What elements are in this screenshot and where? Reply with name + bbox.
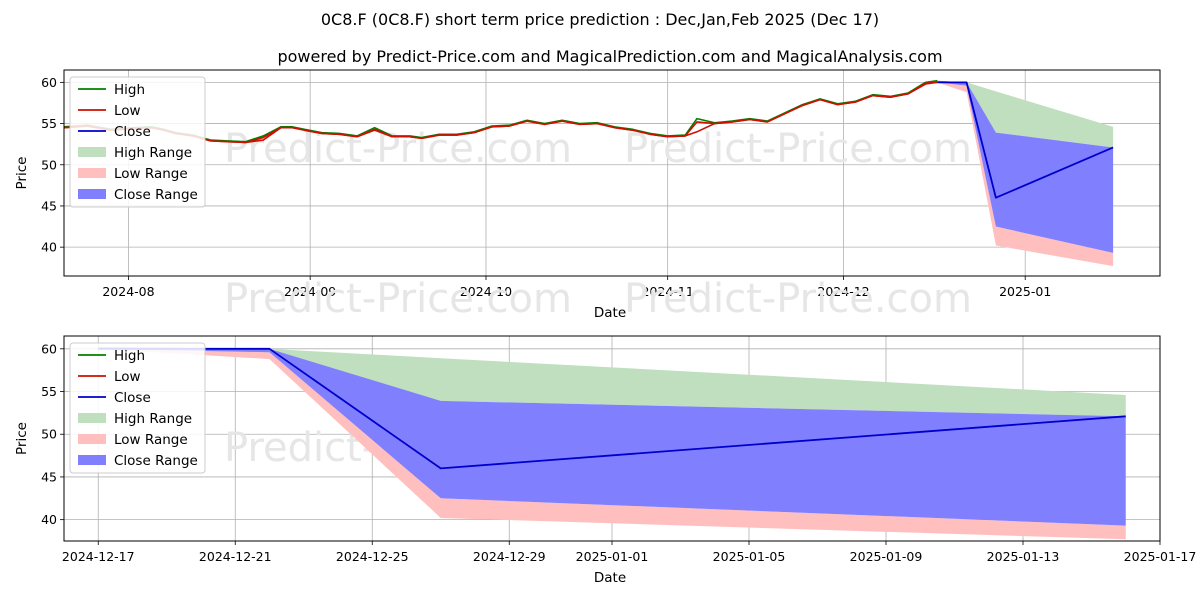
x-tick-label: 2024-12-21	[199, 549, 272, 564]
high-range-band	[98, 347, 1126, 417]
y-tick-label: 50	[41, 427, 57, 442]
x-axis-label: Date	[594, 305, 626, 321]
legend-swatch-low-range	[78, 168, 106, 178]
legend-swatch-close-range	[78, 455, 106, 465]
y-tick-label: 60	[41, 341, 57, 356]
top-panel: 2024-08 2024-09 2024-10 2024-11 2024-12 2025-…	[14, 69, 1161, 322]
high-range-band	[937, 80, 1114, 148]
legend-label-low: Low	[114, 103, 141, 119]
watermark: Predict-Price.com	[624, 126, 972, 172]
chart-subtitle: powered by Predict-Price.com and Magical…	[277, 47, 942, 66]
x-axis-label: Date	[594, 570, 626, 586]
plot-area	[64, 79, 1114, 267]
watermark: Predict-Price.com	[624, 276, 972, 322]
y-tick-label: 40	[41, 240, 57, 255]
legend-swatch-close-range	[78, 189, 106, 199]
legend-label-high-range: High Range	[114, 411, 192, 427]
x-tick-label: 2024-11	[642, 284, 694, 299]
x-tick-label: 2025-01-01	[576, 549, 649, 564]
legend-label-close: Close	[114, 124, 151, 140]
legend-label-low: Low	[114, 369, 141, 385]
x-tick-label: 2024-12-17	[62, 549, 135, 564]
x-tick-label: 2025-01-09	[850, 549, 923, 564]
chart-title: 0C8.F (0C8.F) short term price predictio…	[321, 10, 879, 29]
x-tick-label: 2024-12	[817, 284, 869, 299]
y-tick-label: 40	[41, 512, 57, 527]
legend-swatch-low-range	[78, 434, 106, 444]
bottom-panel: 2024-12-17 2024-12-21 2024-12-25 2024-12-29…	[14, 335, 1197, 586]
y-tick-label: 55	[41, 384, 57, 399]
close-range-band	[937, 80, 1114, 253]
y-tick-label: 60	[41, 75, 57, 90]
legend-label-close-range: Close Range	[114, 187, 198, 203]
legend-label-low-range: Low Range	[114, 432, 188, 448]
close-forecast-line	[937, 81, 1114, 199]
y-tick-label: 55	[41, 116, 57, 131]
x-tick-label: 2024-10	[460, 284, 512, 299]
y-tick-label: 50	[41, 157, 57, 172]
legend-label-high-range: High Range	[114, 145, 192, 161]
close-range-band	[98, 347, 1126, 526]
legend-label-close: Close	[114, 390, 151, 406]
y-tick-label: 45	[41, 469, 57, 484]
legend-label-high: High	[114, 348, 145, 364]
legend-label-high: High	[114, 82, 145, 98]
legend-swatch-high-range	[78, 147, 106, 157]
x-tick-label: 2025-01	[999, 284, 1051, 299]
plot-frame	[63, 335, 1161, 542]
x-tick-label: 2024-08	[102, 284, 154, 299]
watermark: Predict-Price.com	[224, 126, 572, 172]
x-tick-label: 2024-12-29	[473, 549, 546, 564]
x-tick-label: 2024-12-25	[336, 549, 409, 564]
legend-swatch-high-range	[78, 413, 106, 423]
x-tick-label: 2025-01-05	[713, 549, 786, 564]
plot-frame	[63, 69, 1161, 277]
y-axis-label: Price	[14, 157, 30, 190]
history-close-line	[64, 81, 938, 144]
y-tick-label: 45	[41, 198, 57, 213]
x-tick-label: 2025-01-13	[987, 549, 1060, 564]
y-axis-label: Price	[14, 422, 30, 455]
legend-label-close-range: Close Range	[114, 453, 198, 469]
watermark: Predict-Price.com	[224, 276, 572, 322]
x-tick-label: 2025-01-17	[1124, 549, 1197, 564]
x-tick-label: 2024-09	[284, 284, 336, 299]
legend-label-low-range: Low Range	[114, 166, 188, 182]
